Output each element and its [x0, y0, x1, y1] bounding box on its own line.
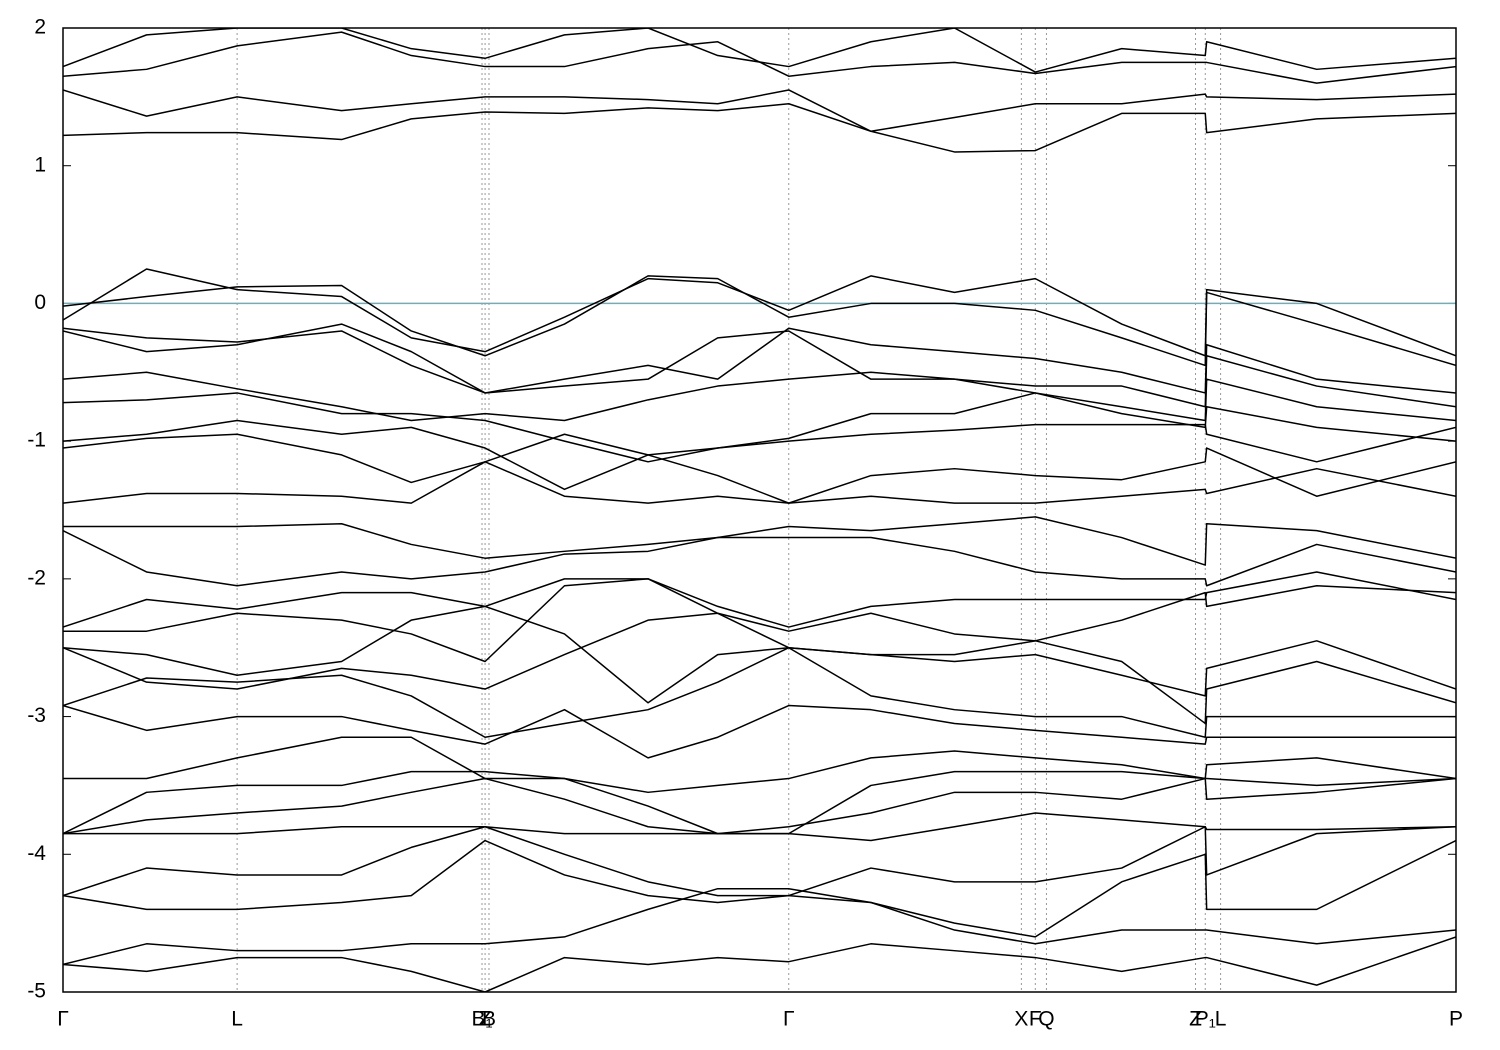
x-tick-label: L: [1215, 1008, 1227, 1031]
band-line: [63, 704, 1456, 759]
band-line: [63, 887, 1456, 966]
plot-frame: [62, 27, 1457, 993]
x-tick-label: P₁: [1195, 1008, 1216, 1031]
band-line: [63, 28, 1456, 73]
y-tick-label: -4: [27, 842, 46, 865]
band-line: [63, 89, 1456, 133]
x-tick-label: Γ: [57, 1008, 69, 1031]
y-tick-label: -1: [27, 429, 46, 452]
band-line: [63, 529, 1456, 587]
band-line: [63, 812, 1456, 842]
x-tick-label: X: [1014, 1008, 1028, 1031]
band-line: [63, 461, 1456, 504]
band-line: [63, 371, 1456, 422]
x-tick-label: B: [482, 1008, 496, 1031]
band-line: [63, 936, 1456, 992]
band-line: [63, 516, 1456, 566]
x-tick-label: P: [1449, 1008, 1463, 1031]
band-line: [63, 605, 1456, 704]
x-tick-label: Γ: [783, 1008, 795, 1031]
y-tick-label: -3: [27, 704, 46, 727]
x-tick-label: L: [231, 1008, 243, 1031]
band-line: [63, 433, 1456, 504]
band-line: [63, 275, 1456, 367]
y-tick-label: 1: [34, 153, 46, 176]
band-line: [63, 736, 1456, 794]
band-line: [63, 777, 1456, 835]
grid-layer: [63, 27, 1456, 993]
y-tick-label: 0: [34, 291, 46, 314]
band-line: [63, 839, 1456, 938]
band-line: [63, 825, 1456, 897]
y-tick-label: -2: [27, 566, 46, 589]
band-line: [63, 578, 1456, 663]
x-tick-label: F: [1029, 1008, 1042, 1031]
x-tick-label: Q: [1038, 1008, 1054, 1031]
x-tick-label: B₁: [471, 1008, 492, 1031]
band-line: [63, 268, 1456, 357]
x-tick-label: Z: [1189, 1008, 1202, 1031]
x-tick-label: Z: [479, 1008, 492, 1031]
y-tick-label: -5: [27, 980, 46, 1003]
band-line: [63, 612, 1456, 725]
band-line: [63, 392, 1456, 463]
band-line: [63, 31, 1456, 84]
band-line: [63, 102, 1456, 153]
y-tick-label: 2: [34, 16, 46, 39]
band-line: [63, 419, 1456, 491]
band-line: [63, 646, 1456, 738]
bands: [63, 28, 1456, 992]
